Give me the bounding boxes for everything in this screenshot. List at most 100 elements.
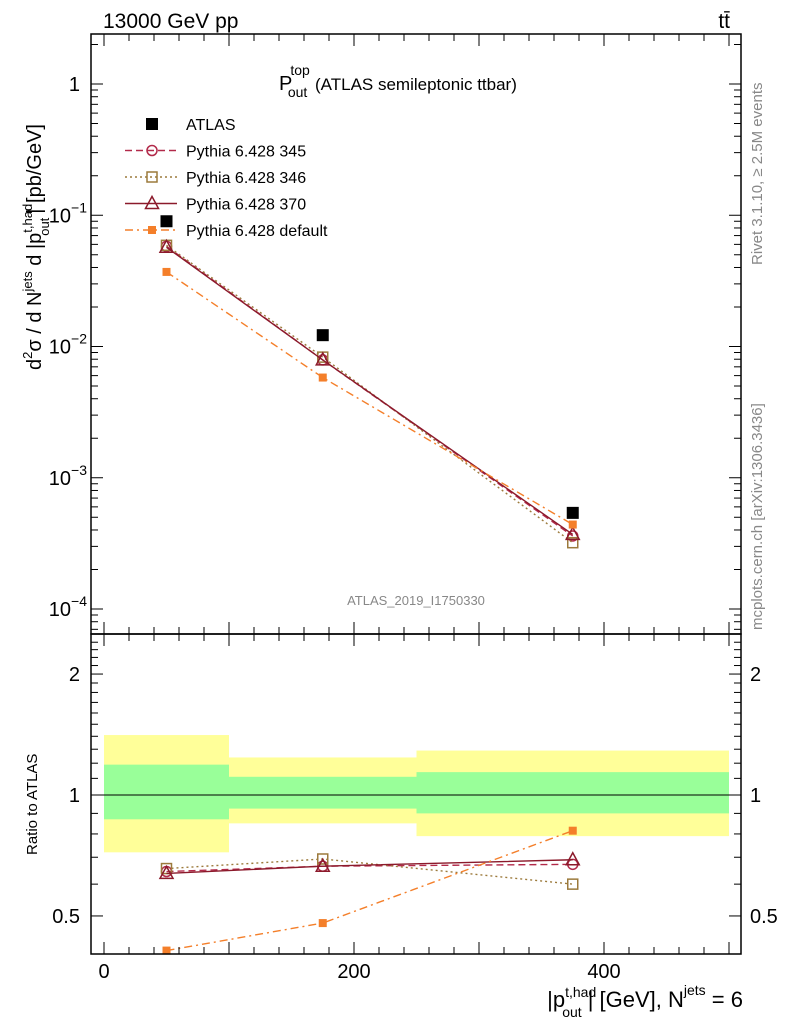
main-y-ticks: 110−110−210−310−4 bbox=[49, 43, 741, 630]
plot-title-sup: top bbox=[290, 62, 310, 78]
ratio-series-pythia-6-428-346 bbox=[160, 853, 579, 890]
x-axis-label: |pt,had out | [GeV], Njets = 6 bbox=[547, 982, 743, 1020]
x-label-sup: t,had bbox=[565, 984, 596, 1000]
main-y-label-sup-had: t,had bbox=[20, 204, 35, 233]
series-atlas bbox=[160, 215, 579, 519]
header-right: tt̄ bbox=[718, 10, 730, 33]
data-point bbox=[316, 329, 329, 342]
plot-title-rest: (ATLAS semileptonic ttbar) bbox=[310, 75, 517, 94]
series-pythia-6-428-default bbox=[162, 267, 577, 529]
legend-entry: Pythia 6.428 345 bbox=[125, 144, 306, 161]
data-point bbox=[314, 351, 331, 366]
x-label-pre: |p bbox=[547, 987, 565, 1012]
ratio-data-point bbox=[318, 919, 327, 928]
x-ticks: 0 200 400 bbox=[98, 34, 730, 983]
data-point bbox=[318, 373, 327, 382]
legend-label: ATLAS bbox=[186, 117, 236, 134]
ratio-data-layer bbox=[158, 826, 581, 955]
ratio-y-tick-label: 0.5 bbox=[52, 906, 80, 928]
series-line bbox=[166, 244, 574, 544]
main-y-label-sigma: σ / d N bbox=[24, 292, 46, 352]
series-pythia-6-428-346 bbox=[160, 239, 579, 549]
x-label-post: = 6 bbox=[706, 987, 743, 1012]
main-y-tick-mantissa: 10 bbox=[49, 337, 71, 359]
legend-entry: Pythia 6.428 370 bbox=[125, 194, 306, 214]
legend-entry: Pythia 6.428 default bbox=[125, 223, 328, 240]
data-point bbox=[162, 267, 171, 276]
series-pythia-6-428-370 bbox=[158, 238, 581, 541]
legend: ATLAS Pythia 6.428 345 Pythia 6.428 346 Pyt… bbox=[125, 117, 328, 240]
ratio-series-pythia-6-428-345 bbox=[160, 858, 579, 878]
legend-marker bbox=[144, 194, 160, 210]
ratio-y-tick-label: 1 bbox=[69, 785, 80, 807]
main-y-tick-label: 10−3 bbox=[49, 462, 87, 490]
ratio-data-point bbox=[162, 946, 171, 955]
main-y-tick-label: 10−1 bbox=[49, 199, 87, 227]
ratio-data-point bbox=[314, 857, 331, 872]
ratio-inner-band bbox=[104, 764, 229, 820]
legend-marker bbox=[148, 226, 156, 234]
legend-marker bbox=[146, 144, 158, 157]
header-left: 13000 GeV pp bbox=[103, 10, 238, 33]
ratio-y-tick-label: 2 bbox=[69, 664, 80, 686]
data-point bbox=[564, 525, 581, 541]
legend-entry: ATLAS bbox=[146, 117, 236, 134]
ratio-y-tick-label-right: 2 bbox=[750, 664, 761, 686]
ratio-bands bbox=[104, 735, 729, 853]
series-line bbox=[166, 271, 574, 526]
ratio-inner-band bbox=[229, 776, 417, 809]
plot-title: Ptop out (ATLAS semileptonic ttbar) bbox=[279, 62, 517, 100]
ratio-data-point bbox=[317, 853, 329, 865]
legend-label: Pythia 6.428 default bbox=[186, 223, 328, 240]
series-line bbox=[166, 246, 574, 535]
x-tick-label: 400 bbox=[587, 961, 620, 983]
data-point bbox=[566, 506, 579, 519]
data-point bbox=[158, 238, 175, 254]
data-point bbox=[568, 520, 577, 529]
main-y-tick-mantissa: 10 bbox=[49, 468, 71, 490]
main-data-layer bbox=[158, 215, 581, 549]
main-y-label-sub-out: out bbox=[37, 217, 52, 235]
ratio-data-point bbox=[160, 862, 173, 875]
ratio-panel: 2 2 1 1 0.5 0.5 0 200 400 bbox=[52, 34, 778, 983]
legend-label: Pythia 6.428 370 bbox=[186, 197, 306, 214]
ratio-series-pythia-6-428-default bbox=[162, 826, 577, 955]
x-tick-label: 200 bbox=[337, 961, 370, 983]
main-y-label-suffix: | [pb/GeV] bbox=[24, 124, 46, 214]
main-y-label-prefix: d bbox=[24, 359, 46, 370]
ratio-series-line bbox=[166, 858, 573, 885]
plot-title-main: P bbox=[279, 73, 292, 95]
ratio-y-label: Ratio to ATLAS bbox=[24, 754, 41, 855]
analysis-id: ATLAS_2019_I1750330 bbox=[347, 593, 485, 608]
x-label-mid: | [GeV], N bbox=[588, 987, 684, 1012]
main-y-tick-exponent: −1 bbox=[71, 199, 87, 215]
main-y-tick-label: 1 bbox=[69, 74, 80, 96]
x-tick-label: 0 bbox=[98, 961, 109, 983]
legend-marker bbox=[146, 118, 158, 130]
main-y-tick-exponent: −2 bbox=[71, 331, 87, 347]
ratio-data-point bbox=[564, 851, 581, 866]
main-y-tick-mantissa: 10 bbox=[49, 599, 71, 621]
main-y-label-mid: d |p bbox=[24, 233, 46, 272]
main-panel: 110−110−210−310−4 bbox=[49, 33, 742, 635]
x-label-sup2: jets bbox=[683, 982, 706, 998]
ratio-data-point bbox=[158, 864, 175, 880]
ratio-data-point bbox=[568, 826, 577, 835]
ratio-series-line bbox=[166, 859, 573, 875]
legend-label: Pythia 6.428 346 bbox=[186, 170, 306, 187]
ratio-inner-band bbox=[416, 772, 729, 814]
data-point bbox=[567, 536, 579, 549]
main-y-tick-label: 10−4 bbox=[49, 593, 87, 621]
main-y-tick-mantissa: 10 bbox=[49, 205, 71, 227]
ratio-panel-frame bbox=[90, 633, 742, 955]
plot-title-sub: out bbox=[288, 84, 308, 100]
ratio-series-line bbox=[166, 830, 573, 952]
data-point bbox=[160, 215, 173, 228]
main-y-label: d2σ / d Njets d |pt,had out | [pb/GeV] bbox=[20, 124, 52, 370]
main-y-tick-label: 10−2 bbox=[49, 331, 87, 359]
main-y-tick-exponent: −3 bbox=[71, 462, 87, 478]
main-y-label-sup2: 2 bbox=[20, 352, 35, 359]
legend-entry: Pythia 6.428 346 bbox=[125, 170, 306, 187]
legend-marker bbox=[146, 171, 158, 183]
